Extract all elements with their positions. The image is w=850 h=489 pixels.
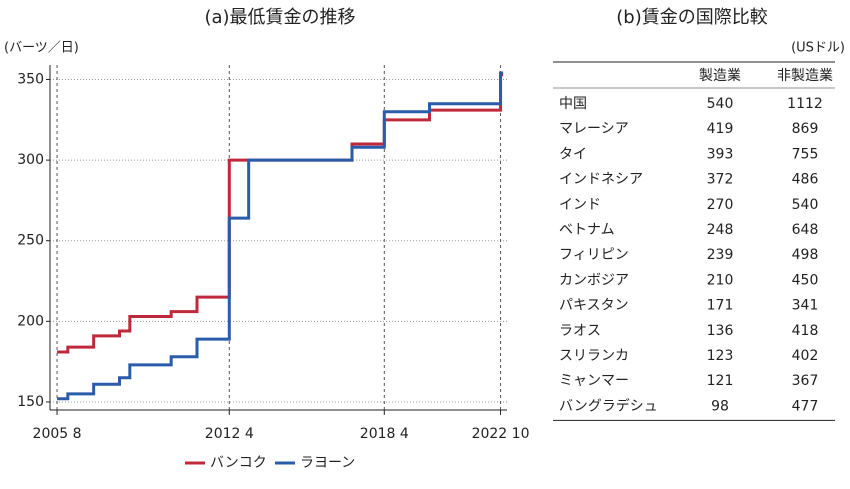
table-cell: 486 bbox=[792, 172, 819, 188]
step-line bbox=[57, 71, 504, 401]
table-cell: 121 bbox=[707, 373, 734, 389]
row-label: インド bbox=[559, 197, 601, 213]
table-cell: 419 bbox=[707, 121, 734, 137]
y-tick-label: 300 bbox=[17, 152, 44, 168]
table-cell: 372 bbox=[707, 172, 734, 188]
table-cell: 540 bbox=[792, 197, 819, 213]
row-label: ラオス bbox=[559, 323, 601, 339]
table-cell: 393 bbox=[707, 146, 734, 162]
row-label: フィリピン bbox=[559, 247, 629, 263]
table-cell: 402 bbox=[792, 348, 819, 364]
row-label: インドネシア bbox=[559, 172, 643, 188]
table-cell: 755 bbox=[792, 146, 819, 162]
table-cell: 136 bbox=[707, 323, 734, 339]
table-cell: 210 bbox=[707, 272, 734, 288]
table-cell: 1112 bbox=[787, 96, 823, 112]
row-label: カンボジア bbox=[559, 272, 629, 288]
table-cell: 477 bbox=[792, 398, 819, 414]
legend-label: ラヨーン bbox=[300, 455, 355, 471]
x-tick-label: 2018 4 bbox=[360, 426, 409, 442]
y-tick-label: 150 bbox=[17, 394, 44, 410]
legend-label: バンコク bbox=[210, 455, 267, 471]
table-cell: 248 bbox=[707, 222, 734, 238]
table-cell: 341 bbox=[792, 298, 819, 314]
row-label: ミャンマー bbox=[559, 373, 629, 389]
table-cell: 418 bbox=[792, 323, 819, 339]
table-cell: 123 bbox=[707, 348, 734, 364]
table-cell: 98 bbox=[711, 398, 729, 414]
table-cell: 648 bbox=[792, 222, 819, 238]
row-label: タイ bbox=[559, 146, 587, 162]
table-cell: 367 bbox=[792, 373, 819, 389]
y-tick-label: 350 bbox=[17, 72, 44, 88]
x-tick-label: 2012 4 bbox=[205, 426, 254, 442]
row-label: 中国 bbox=[559, 96, 587, 112]
y-axis-label: (バーツ／日) bbox=[4, 41, 79, 56]
row-label: ベトナム bbox=[559, 222, 615, 238]
row-label: スリランカ bbox=[559, 348, 629, 364]
chart-title: (a)最低賃金の推移 bbox=[204, 7, 355, 28]
row-label: バングラデシュ bbox=[559, 397, 658, 414]
table-cell: 498 bbox=[792, 247, 819, 263]
row-label: マレーシア bbox=[559, 121, 629, 137]
row-label: パキスタン bbox=[559, 298, 629, 314]
step-line bbox=[57, 73, 504, 354]
table-cell: 540 bbox=[707, 96, 734, 112]
y-tick-label: 200 bbox=[17, 313, 44, 329]
table-cell: 239 bbox=[707, 247, 734, 263]
x-tick-label: 2005 8 bbox=[33, 426, 82, 442]
x-tick-label: 2022 10 bbox=[472, 426, 530, 442]
table-cell: 450 bbox=[792, 272, 819, 288]
table-unit: (USドル) bbox=[791, 41, 845, 56]
table-cell: 270 bbox=[707, 197, 734, 213]
column-header: 非製造業 bbox=[777, 68, 833, 84]
y-tick-label: 250 bbox=[17, 233, 44, 249]
column-header: 製造業 bbox=[699, 68, 741, 84]
table-title: (b)賃金の国際比較 bbox=[616, 7, 767, 28]
table-cell: 869 bbox=[792, 121, 819, 137]
table-cell: 171 bbox=[707, 298, 734, 314]
